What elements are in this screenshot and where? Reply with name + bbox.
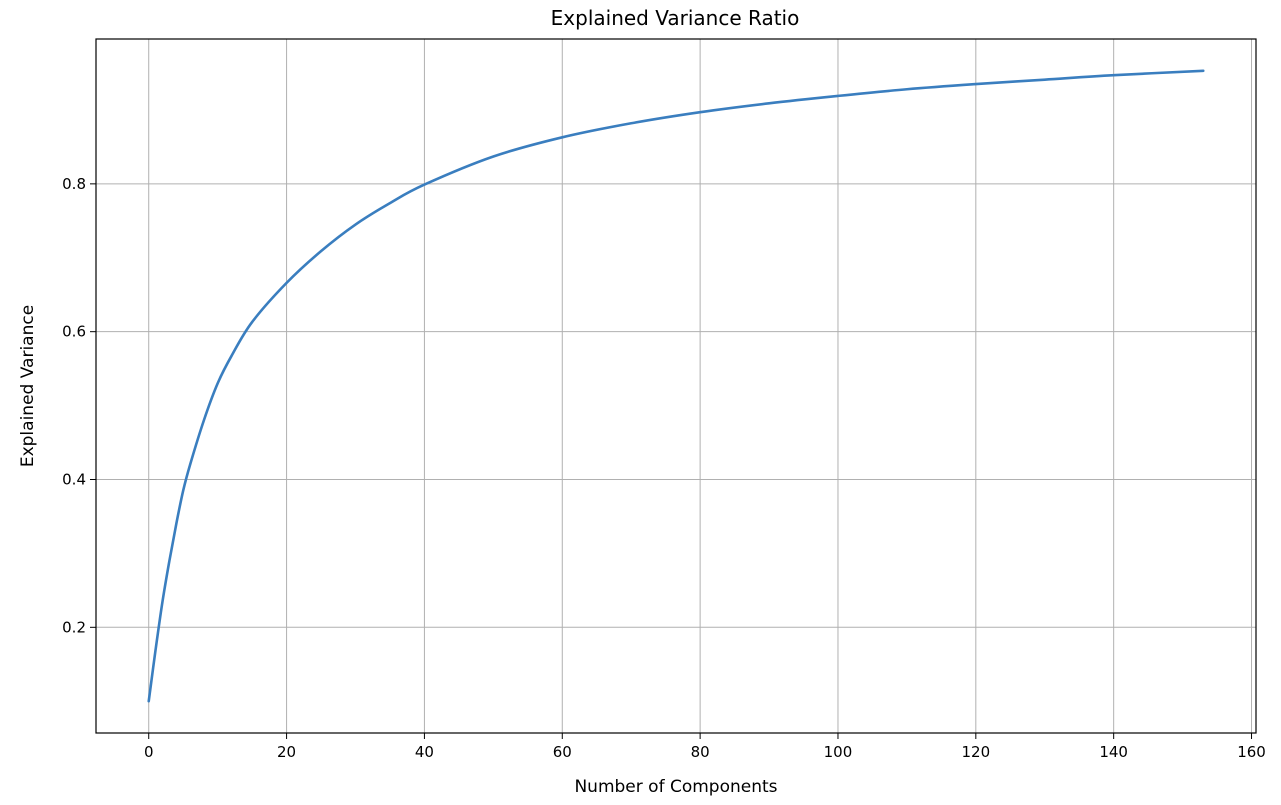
chart-title: Explained Variance Ratio — [551, 6, 800, 30]
y-axis-label: Explained Variance — [18, 305, 38, 467]
x-tick-label: 100 — [824, 743, 853, 761]
x-tick-label: 120 — [962, 743, 991, 761]
x-tick-label: 40 — [415, 743, 434, 761]
x-tick-label: 140 — [1099, 743, 1128, 761]
y-tick-label: 0.2 — [62, 618, 86, 636]
x-tick-label: 160 — [1237, 743, 1266, 761]
x-axis-label: Number of Components — [574, 777, 777, 797]
series-line — [147, 69, 1205, 703]
gridlines — [96, 39, 1256, 733]
x-tick-label: 20 — [277, 743, 296, 761]
x-tick-label: 80 — [691, 743, 710, 761]
plot-frame — [95, 38, 1257, 734]
ticks: 0 20 40 60 80 100 120 140 160 0.2 0.4 0.6 0.8 — [62, 175, 1266, 761]
y-tick-label: 0.8 — [62, 175, 86, 193]
y-tick-label: 0.6 — [62, 323, 86, 341]
x-tick-label: 60 — [553, 743, 572, 761]
y-tick-label: 0.4 — [62, 470, 86, 488]
series-layer — [147, 69, 1205, 703]
x-tick-label: 0 — [144, 743, 154, 761]
